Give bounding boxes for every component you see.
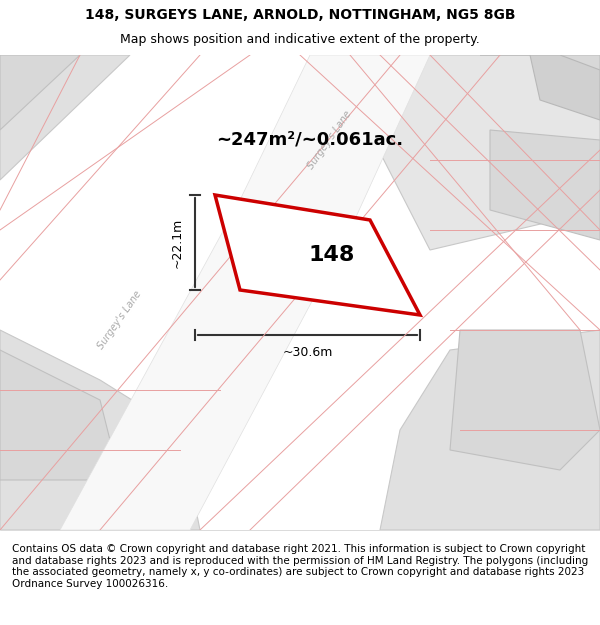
Text: Surgey's Lane: Surgey's Lane (306, 109, 354, 171)
Polygon shape (450, 330, 600, 470)
Text: Surgey's Lane: Surgey's Lane (96, 289, 144, 351)
Text: Contains OS data © Crown copyright and database right 2021. This information is : Contains OS data © Crown copyright and d… (12, 544, 588, 589)
Polygon shape (330, 55, 600, 250)
Polygon shape (0, 350, 120, 480)
Polygon shape (215, 195, 420, 315)
Text: ~22.1m: ~22.1m (170, 217, 184, 268)
Polygon shape (0, 55, 80, 130)
Text: 148: 148 (308, 245, 355, 265)
Text: ~247m²/~0.061ac.: ~247m²/~0.061ac. (217, 131, 404, 149)
Polygon shape (490, 130, 600, 240)
Polygon shape (60, 200, 350, 530)
Text: 148, SURGEYS LANE, ARNOLD, NOTTINGHAM, NG5 8GB: 148, SURGEYS LANE, ARNOLD, NOTTINGHAM, N… (85, 8, 515, 22)
Polygon shape (0, 55, 130, 180)
Polygon shape (240, 55, 430, 230)
Polygon shape (0, 330, 200, 530)
Text: ~30.6m: ~30.6m (283, 346, 332, 359)
Polygon shape (480, 55, 600, 90)
Polygon shape (380, 330, 600, 530)
Text: Map shows position and indicative extent of the property.: Map shows position and indicative extent… (120, 33, 480, 46)
Polygon shape (530, 55, 600, 120)
